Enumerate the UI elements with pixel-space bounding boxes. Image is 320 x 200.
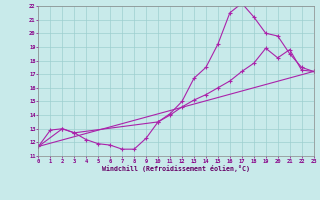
X-axis label: Windchill (Refroidissement éolien,°C): Windchill (Refroidissement éolien,°C) — [102, 165, 250, 172]
